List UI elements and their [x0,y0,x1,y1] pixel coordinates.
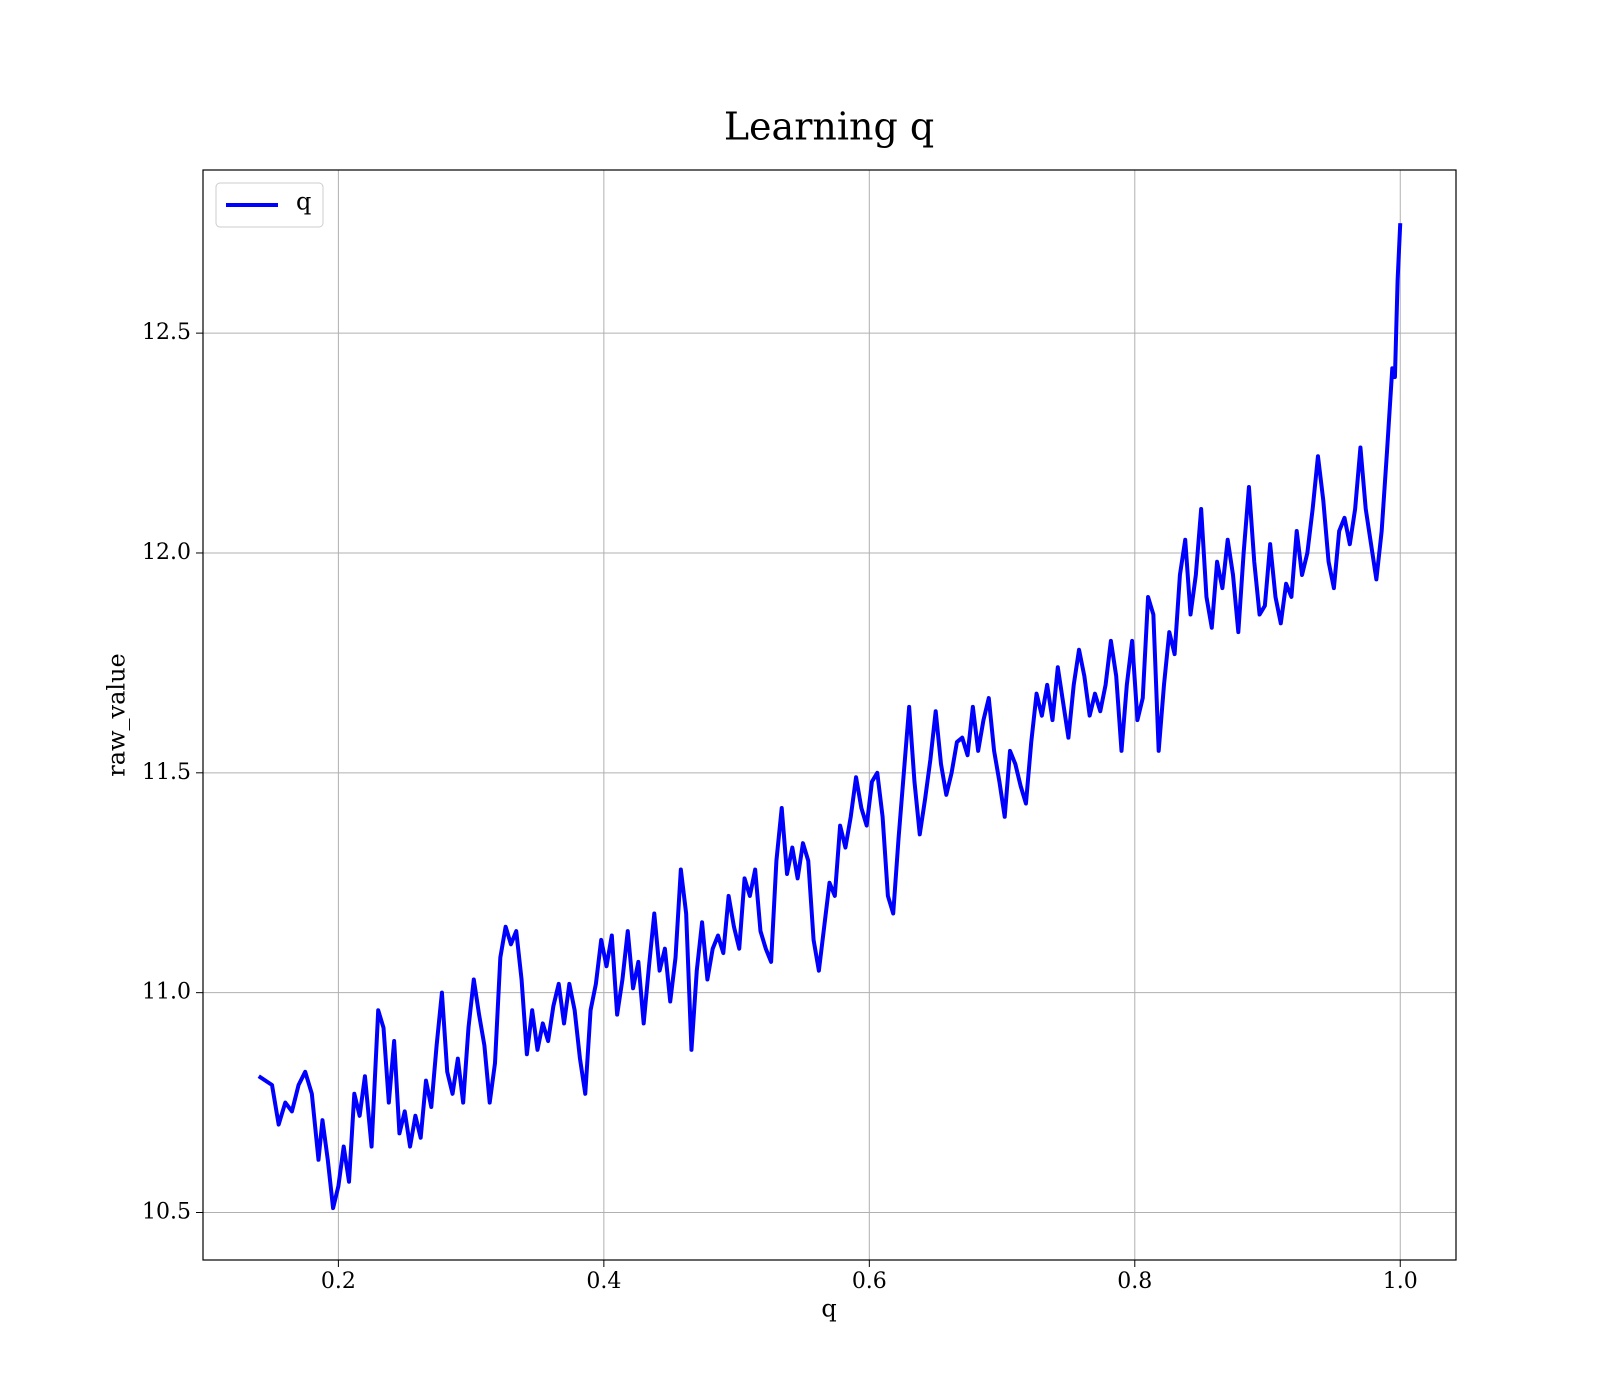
y-tick-label: 10.5 [142,1200,191,1225]
x-tick-label: 0.8 [1117,1269,1152,1294]
x-tick-label: 1.0 [1383,1269,1418,1294]
x-axis-label: q [821,1295,836,1323]
legend-label: q [296,188,311,216]
x-tick-label: 0.2 [321,1269,356,1294]
plot-frame [202,169,1457,1261]
y-tick-label: 12.0 [142,540,191,565]
chart-title: Learning q [724,105,934,149]
y-tick-label: 11.0 [142,980,191,1005]
x-tick-label: 0.6 [852,1269,887,1294]
y-tick-label: 12.5 [142,320,191,345]
y-axis-label: raw_value [103,653,131,777]
y-tick-label: 11.5 [142,760,191,785]
x-tick-label: 0.4 [586,1269,621,1294]
data-line [257,223,1403,1211]
